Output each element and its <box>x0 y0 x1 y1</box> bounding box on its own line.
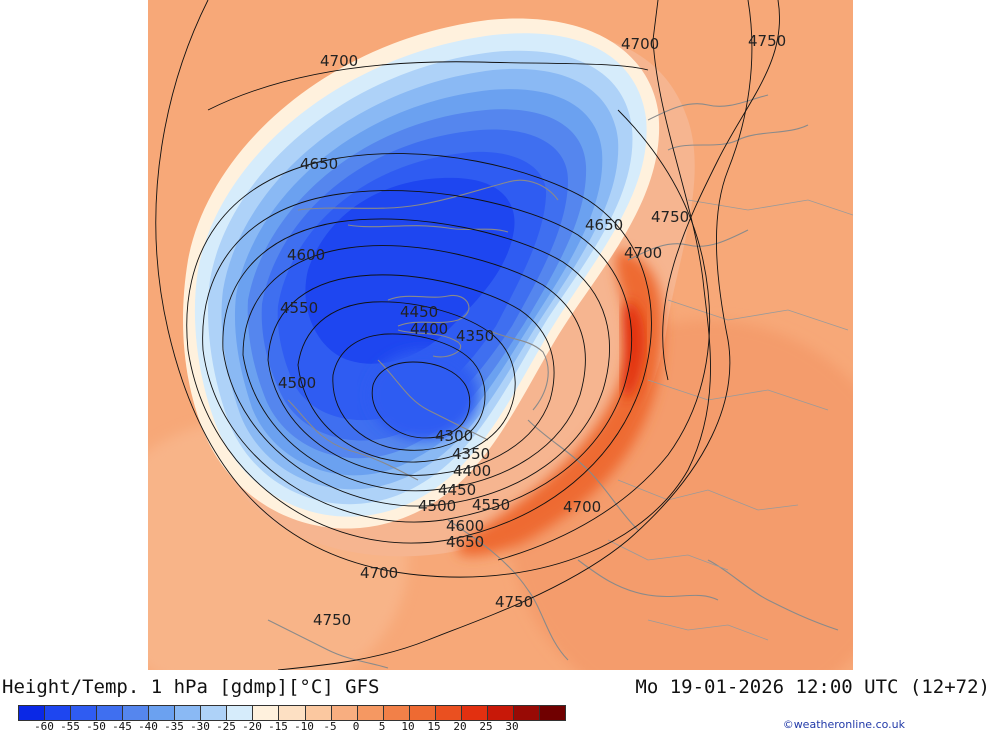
contour-label: 4600 <box>446 517 484 535</box>
legend-swatch <box>70 706 97 720</box>
contour-label: 4700 <box>563 498 601 516</box>
contour-label: 4650 <box>300 155 338 173</box>
contour-label: 4700 <box>621 35 659 53</box>
height-contours <box>155 0 780 670</box>
legend-swatch <box>356 706 383 720</box>
contour-label: 4650 <box>585 216 623 234</box>
legend-swatch <box>252 706 279 720</box>
contour-label: 4700 <box>360 564 398 582</box>
legend-swatch <box>434 706 461 720</box>
legend-swatch <box>19 706 45 720</box>
color-scale-ticks: -60 -55 -50 -45 -40 -35 -30 -25 -20 -15 -10 -5 0 5 10 1… <box>18 720 564 733</box>
legend-swatch <box>460 706 487 720</box>
contour-label: 4300 <box>435 427 473 445</box>
legend-tick-label: 20 <box>453 720 467 733</box>
legend-swatch <box>330 706 357 720</box>
contour-label: 4750 <box>748 32 786 50</box>
legend-swatch <box>408 706 435 720</box>
legend-tick-label: -50 <box>86 720 106 733</box>
contour-label: 4350 <box>456 327 494 345</box>
legend-tick-label: -30 <box>190 720 210 733</box>
warm-anomaly <box>457 250 664 557</box>
credit-text: ©weatheronline.co.uk <box>782 718 905 731</box>
legend-tick-label: -35 <box>164 720 184 733</box>
legend-tick-label: -40 <box>138 720 158 733</box>
legend-tick-label: 5 <box>378 720 386 733</box>
legend-swatch <box>122 706 149 720</box>
legend-tick-label: -20 <box>242 720 262 733</box>
legend-tick-label: 30 <box>505 720 519 733</box>
contour-label: 4600 <box>287 246 325 264</box>
legend-swatch <box>226 706 253 720</box>
contour-label: 4450 <box>438 481 476 499</box>
legend-tick-label: 25 <box>479 720 493 733</box>
legend-tick-label: 10 <box>401 720 415 733</box>
contour-label: 4500 <box>278 374 316 392</box>
map-title: Height/Temp. 1 hPa [gdmp][°C] GFS <box>2 676 380 698</box>
legend-tick-label: -60 <box>34 720 54 733</box>
contour-label: 4700 <box>320 52 358 70</box>
legend-swatch <box>44 706 71 720</box>
legend-tick-label: -45 <box>112 720 132 733</box>
legend-tick-label: -25 <box>216 720 236 733</box>
height-temperature-map: 4700 4700 4750 4650 4650 4750 4600 4700 … <box>148 0 853 670</box>
legend-swatch <box>148 706 175 720</box>
map-panel: 4700 4700 4750 4650 4650 4750 4600 4700 … <box>148 0 853 670</box>
contour-label: 4450 <box>400 303 438 321</box>
legend-tick-label: -5 <box>323 720 337 733</box>
legend-tick-label: -15 <box>268 720 288 733</box>
contour-label: 4650 <box>446 533 484 551</box>
coastlines <box>267 94 839 669</box>
legend-swatch <box>96 706 123 720</box>
contour-labels: 4700 4700 4750 4650 4650 4750 4600 4700 … <box>278 32 786 629</box>
contour-label: 4750 <box>651 208 689 226</box>
color-scale-legend <box>18 705 566 721</box>
legend-swatch <box>486 706 513 720</box>
legend-swatch <box>200 706 227 720</box>
contour-label: 4550 <box>280 299 318 317</box>
legend-swatch <box>174 706 201 720</box>
legend-tick-label: 0 <box>352 720 360 733</box>
legend-swatch <box>304 706 331 720</box>
legend-tick-label: -55 <box>60 720 80 733</box>
contour-label: 4400 <box>410 320 448 338</box>
legend-swatch <box>538 706 565 720</box>
legend-swatch <box>382 706 409 720</box>
contour-label: 4750 <box>495 593 533 611</box>
legend-tick-label: 15 <box>427 720 441 733</box>
contour-label: 4500 <box>418 497 456 515</box>
contour-label: 4750 <box>313 611 351 629</box>
legend-tick-label: -10 <box>294 720 314 733</box>
contour-label: 4400 <box>453 462 491 480</box>
contour-label: 4550 <box>472 496 510 514</box>
contour-label: 4700 <box>624 244 662 262</box>
legend-swatch <box>512 706 539 720</box>
contour-label: 4350 <box>452 445 490 463</box>
valid-time: Mo 19-01-2026 12:00 UTC (12+72) <box>635 676 990 698</box>
country-borders <box>607 199 853 641</box>
legend-swatch <box>278 706 305 720</box>
